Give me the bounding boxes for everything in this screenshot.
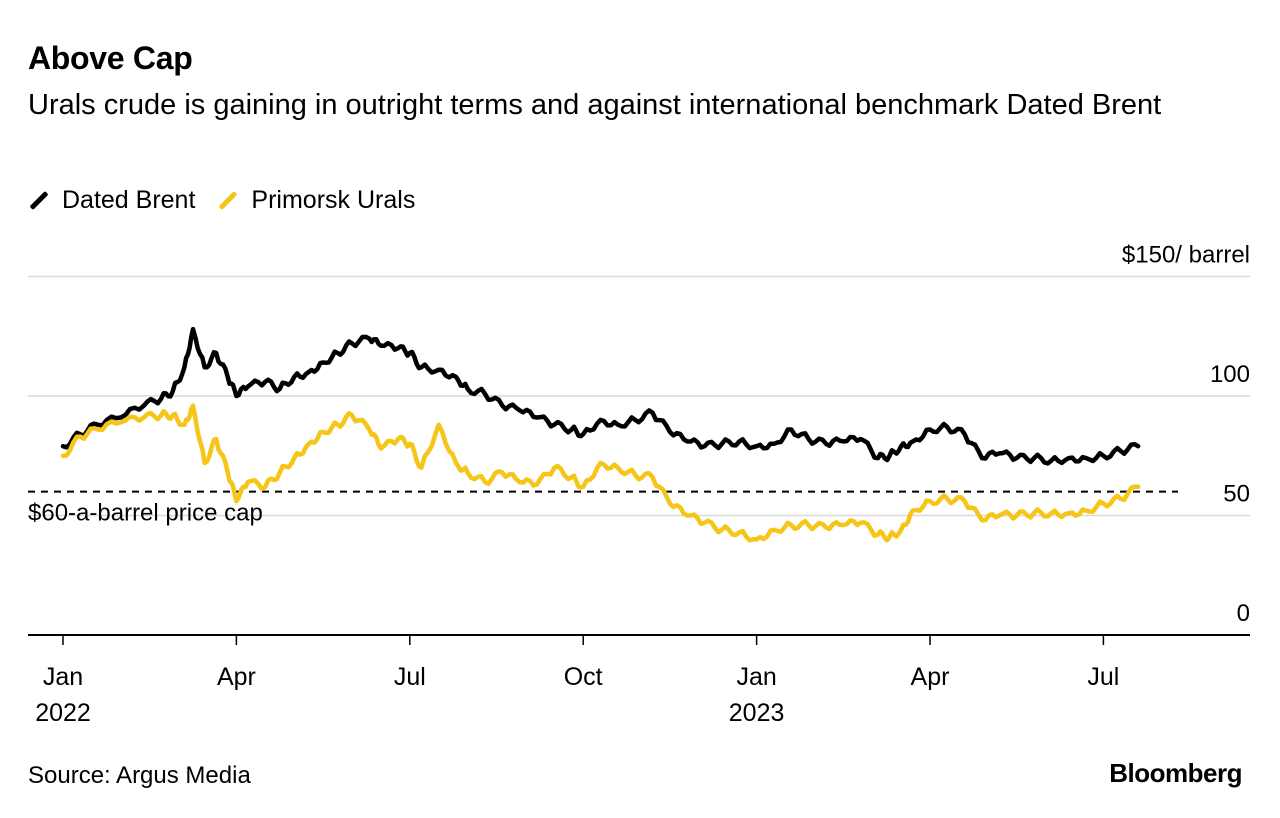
x-tick-label-4: Jan [736,663,776,691]
series-line-primorsk-urals [60,403,1141,543]
legend-item-dated-brent: Dated Brent [28,186,195,215]
price-cap-label: $60-a-barrel price cap [28,500,263,527]
x-tick-label-2: Jul [394,663,426,691]
legend: Dated Brent Primorsk Urals [28,186,437,215]
y-tick-label-0: 0 [1237,600,1250,627]
y-tick-label-150: $150/ barrel [1122,242,1250,269]
legend-item-primorsk-urals: Primorsk Urals [217,186,415,215]
legend-label-primorsk-urals: Primorsk Urals [251,186,416,214]
x-tick-year-0: 2022 [35,699,91,727]
chart-title: Above Cap [28,40,193,76]
source-note: Source: Argus Media [28,762,251,789]
bloomberg-logo: Bloomberg [1109,758,1242,788]
x-tick-label-3: Oct [564,663,603,691]
y-tick-label-100: 100 [1210,361,1250,388]
chart-subtitle: Urals crude is gaining in outright terms… [28,89,1162,121]
legend-label-dated-brent: Dated Brent [62,186,196,214]
series-line-dated-brent [60,326,1141,466]
x-tick-year-4: 2023 [729,699,785,727]
x-tick-label-0: Jan [43,663,83,691]
x-tick-label-6: Jul [1087,663,1119,691]
x-tick-label-5: Apr [911,663,950,691]
x-tick-label-1: Apr [217,663,256,691]
y-tick-label-50: 50 [1223,481,1250,508]
